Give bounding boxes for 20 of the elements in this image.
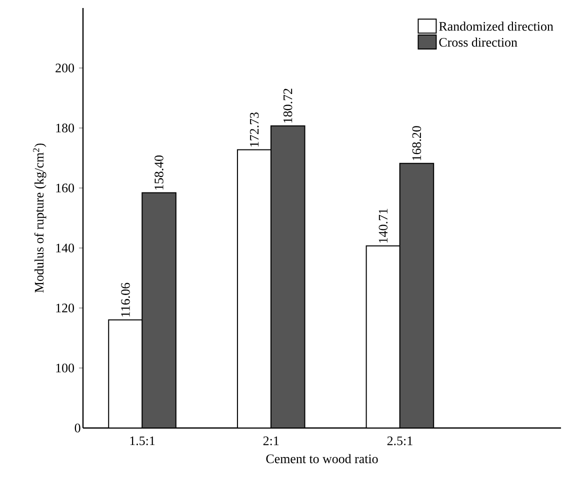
legend-label: Randomized direction: [439, 22, 554, 31]
data-label: 140.71: [378, 208, 388, 243]
y-tick-label: 140: [56, 244, 74, 252]
data-label: 116.06: [121, 282, 130, 316]
x-tick-label: 2.5:1: [387, 436, 412, 446]
data-label: 168.20: [412, 126, 422, 160]
y-tick-label: 180: [56, 124, 74, 132]
y-tick-label: 160: [56, 184, 74, 192]
y-tick-label: 120: [56, 304, 74, 312]
y-axis-title: Modulus of rupture (kg/cm$^{2}$): [33, 144, 46, 293]
legend-label: Cross direction: [439, 38, 518, 47]
x-tick-label: 2:1: [263, 436, 279, 446]
data-label: 158.40: [154, 155, 164, 190]
x-tick-label: 1.5:1: [130, 436, 155, 446]
y-tick-label: 200: [56, 64, 74, 72]
data-label: 172.73: [250, 112, 259, 146]
data-label: 180.72: [283, 88, 292, 123]
x-axis-title: Cement to wood ratio: [266, 454, 378, 464]
y-tick-label: 100: [56, 364, 74, 372]
text: 0: [74, 424, 80, 432]
